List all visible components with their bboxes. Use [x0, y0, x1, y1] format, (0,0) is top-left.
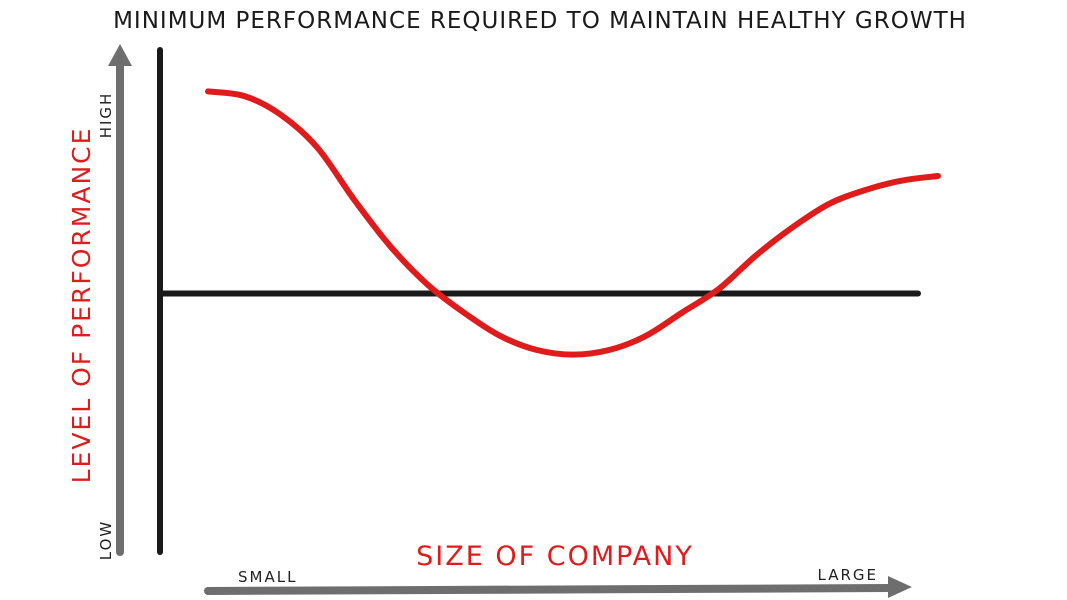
- data-point-20: [935, 173, 941, 179]
- y-tick-label-high: HIGH: [97, 92, 115, 139]
- data-point-18: [862, 187, 868, 193]
- data-point-4: [351, 197, 357, 203]
- data-point-15: [753, 253, 759, 259]
- data-point-10: [570, 352, 576, 358]
- data-point-19: [899, 178, 905, 184]
- data-point-17: [826, 201, 832, 207]
- data-point-14: [716, 286, 722, 292]
- y-axis-label: LEVEL OF PERFORMANCE: [67, 127, 96, 484]
- chart-title: MINIMUM PERFORMANCE REQUIRED TO MAINTAIN…: [113, 8, 967, 34]
- data-point-8: [497, 333, 503, 339]
- x-axis-arrow: [204, 584, 900, 595]
- data-point-3: [315, 145, 321, 151]
- data-point-13: [680, 309, 686, 315]
- data-point-16: [789, 225, 795, 231]
- data-point-7: [461, 309, 467, 315]
- x-axis-arrowhead: [888, 576, 912, 598]
- data-point-5: [388, 244, 394, 250]
- data-point-9: [534, 347, 540, 353]
- data-points: [205, 88, 941, 357]
- data-point-11: [607, 347, 613, 353]
- x-tick-label-large: LARGE: [818, 566, 879, 584]
- data-point-6: [424, 281, 430, 287]
- data-point-1: [242, 93, 248, 99]
- y-tick-label-low: LOW: [97, 520, 115, 560]
- series-line-performance: [205, 88, 941, 358]
- data-point-12: [643, 333, 649, 339]
- data-point-0: [205, 88, 211, 94]
- y-axis-arrowhead: [108, 44, 132, 66]
- data-point-2: [278, 112, 284, 118]
- x-axis-label: SIZE OF COMPANY: [416, 541, 694, 572]
- x-tick-label-small: SMALL: [238, 568, 297, 586]
